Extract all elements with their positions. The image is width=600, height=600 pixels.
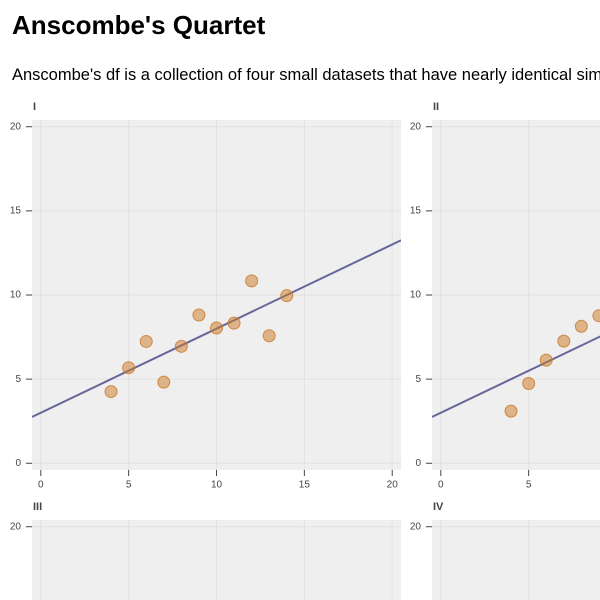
x-tick-label: 0 <box>38 480 44 491</box>
description: Anscombe's df is a collection of four sm… <box>12 66 600 84</box>
point <box>227 316 241 330</box>
x-tick-label: 0 <box>438 480 444 491</box>
x-tick-label: 20 <box>387 480 399 491</box>
panel: I 0 5 10 15 20 0 5 10 15 20 <box>10 101 401 491</box>
y-tick-label: 15 <box>410 206 422 217</box>
y-tick-label: 10 <box>10 290 22 301</box>
panel-title: III <box>33 501 42 513</box>
point <box>210 321 223 335</box>
point <box>157 375 171 389</box>
point <box>104 385 118 399</box>
page-title: Anscombe's Quartet <box>12 10 266 40</box>
y-tick-label: 20 <box>410 521 422 532</box>
plots: I0510152005101520II0510152005101520III05… <box>10 101 600 600</box>
point <box>280 289 294 303</box>
point <box>557 334 571 348</box>
point <box>539 353 553 367</box>
y-tick-label: 20 <box>410 121 422 132</box>
y-tick-label: 10 <box>410 290 422 301</box>
point <box>574 319 588 333</box>
point <box>122 361 136 375</box>
plot-area <box>32 239 401 418</box>
panel: IV0510152005101520 <box>410 501 600 600</box>
plot-area <box>432 309 600 418</box>
panel-title: I <box>33 101 36 113</box>
x-tick-label: 5 <box>526 480 532 491</box>
point <box>139 334 153 348</box>
panel-title: IV <box>433 501 444 513</box>
point <box>592 309 600 323</box>
point <box>262 329 276 343</box>
y-tick-label: 0 <box>15 458 21 469</box>
point <box>522 377 536 391</box>
y-tick-label: 20 <box>10 121 22 132</box>
x-tick-label: 5 <box>126 480 132 491</box>
panel-title: II <box>433 101 439 113</box>
panel: II0510152005101520 <box>410 101 600 491</box>
plot-background <box>432 520 600 600</box>
y-tick-label: 15 <box>10 206 22 217</box>
y-tick-label: 20 <box>10 521 22 532</box>
x-tick-label: 10 <box>211 480 223 491</box>
y-tick-label: 5 <box>415 374 421 385</box>
regression-line <box>432 335 600 418</box>
y-tick-label: 0 <box>415 458 421 469</box>
point <box>192 308 206 322</box>
x-tick-label: 15 <box>299 480 311 491</box>
point <box>245 274 259 288</box>
panel: III0510152005101520 <box>10 501 401 600</box>
y-tick-label: 5 <box>15 374 21 385</box>
point <box>504 404 518 418</box>
point <box>174 339 188 353</box>
